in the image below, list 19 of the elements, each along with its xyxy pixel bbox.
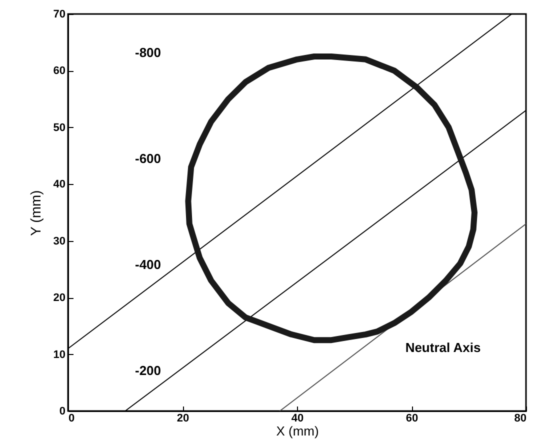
y-tick-label: 70	[53, 8, 66, 20]
y-tick-label: 30	[53, 235, 66, 248]
annotation: -600	[134, 151, 162, 166]
y-tick-label: 40	[53, 178, 66, 191]
annotation: -400	[134, 257, 162, 272]
x-tick-label: 80	[514, 412, 526, 424]
annotation: Neutral Axis	[405, 340, 481, 355]
y-tick-label: 60	[53, 65, 66, 78]
x-tick-label: 0	[68, 412, 75, 424]
y-tick-label: 50	[53, 122, 66, 134]
x-tick-label: 20	[176, 412, 190, 424]
annotation: -200	[134, 363, 162, 378]
y-tick-label: 10	[53, 348, 66, 361]
x-axis-title: X (mm)	[276, 424, 319, 438]
y-tick-label: 20	[53, 292, 66, 304]
x-tick-label: 40	[291, 412, 304, 424]
x-tick-label: 60	[406, 412, 418, 424]
annotation: -800	[134, 45, 162, 60]
y-axis-title: Y (mm)	[27, 190, 44, 236]
